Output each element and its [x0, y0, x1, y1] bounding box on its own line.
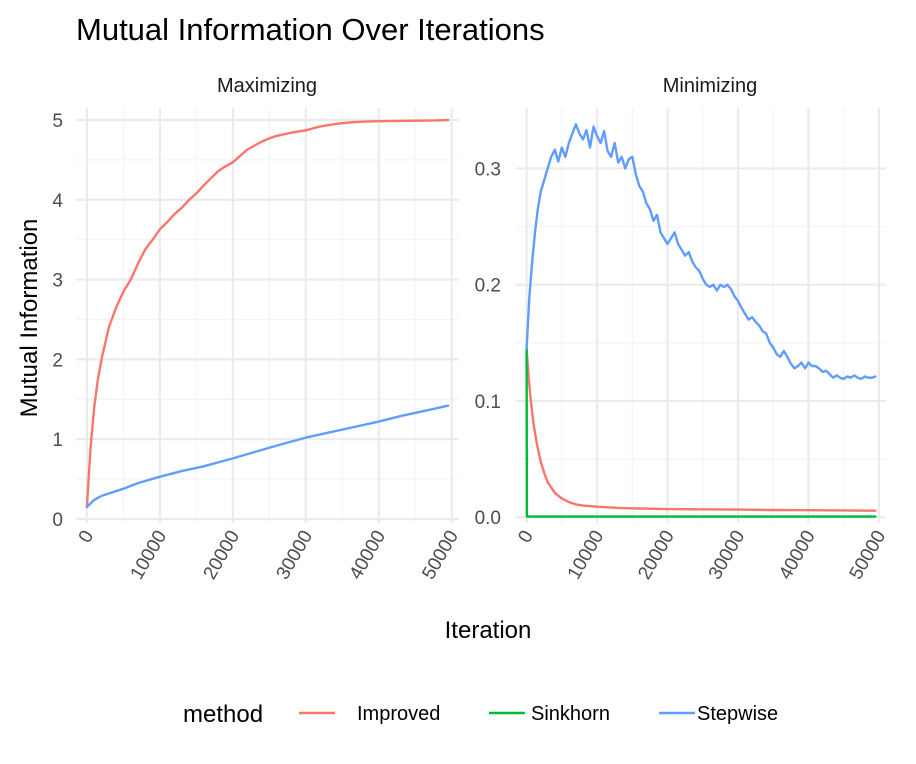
maximizing-x-tick-label: 30000 [273, 527, 318, 583]
maximizing-x-tick-label: 50000 [418, 527, 463, 583]
panel-maximizing: Maximizing 0 1 2 3 4 5 0 10000 20000 30000 40000 50… [52, 75, 463, 583]
panel-minimizing-strip-label: Minimizing [663, 75, 757, 97]
maximizing-x-tick-label: 20000 [200, 527, 245, 583]
maximizing-series-stepwise [85, 404, 450, 509]
legend-label-sinkhorn: Sinkhorn [531, 703, 610, 725]
panel-maximizing-ticks: 0 1 2 3 4 5 0 10000 20000 30000 40000 50000 [52, 111, 463, 583]
minimizing-x-tick-label: 20000 [634, 527, 679, 583]
maximizing-series-improved [85, 118, 450, 509]
panel-maximizing-grid [76, 108, 459, 523]
panel-minimizing-grid [516, 108, 886, 523]
minimizing-x-tick-label: 0 [514, 527, 537, 547]
minimizing-x-tick-label: 40000 [775, 527, 820, 583]
maximizing-y-tick-label: 4 [52, 191, 63, 212]
minimizing-series-sinkhorn [525, 347, 877, 518]
chart-title: Mutual Information Over Iterations [76, 12, 545, 47]
minimizing-y-tick-label: 0.3 [475, 159, 501, 180]
maximizing-x-tick-label: 10000 [127, 527, 172, 583]
panel-minimizing-series [525, 123, 877, 518]
y-axis-title: Mutual Information [16, 219, 43, 418]
maximizing-y-tick-label: 0 [52, 510, 63, 531]
maximizing-x-tick-label: 40000 [345, 527, 390, 583]
maximizing-y-tick-label: 5 [52, 111, 63, 132]
panel-minimizing: Minimizing 0.0 0.1 0.2 0.3 0 10000 20000 30000 4… [475, 75, 891, 583]
minimizing-x-tick-label: 10000 [564, 527, 609, 583]
maximizing-y-tick-label: 2 [52, 350, 63, 371]
minimizing-series-improved [525, 347, 877, 512]
minimizing-y-tick-label: 0.0 [475, 508, 501, 529]
legend: method Improved Sinkhorn Stepwise [183, 701, 778, 728]
minimizing-x-tick-label: 30000 [705, 527, 750, 583]
legend-label-improved: Improved [357, 703, 440, 725]
maximizing-y-tick-label: 3 [52, 271, 63, 292]
minimizing-x-tick-label: 50000 [846, 527, 891, 583]
x-axis-title: Iteration [445, 617, 532, 644]
legend-label-stepwise: Stepwise [697, 703, 778, 725]
maximizing-x-tick-label: 0 [75, 527, 98, 547]
minimizing-y-tick-label: 0.2 [475, 276, 501, 297]
panel-maximizing-series [85, 118, 450, 509]
minimizing-series-stepwise [525, 123, 877, 381]
legend-title: method [183, 701, 263, 728]
panel-maximizing-strip-label: Maximizing [217, 75, 317, 97]
minimizing-y-tick-label: 0.1 [475, 392, 501, 413]
maximizing-y-tick-label: 1 [52, 430, 63, 451]
